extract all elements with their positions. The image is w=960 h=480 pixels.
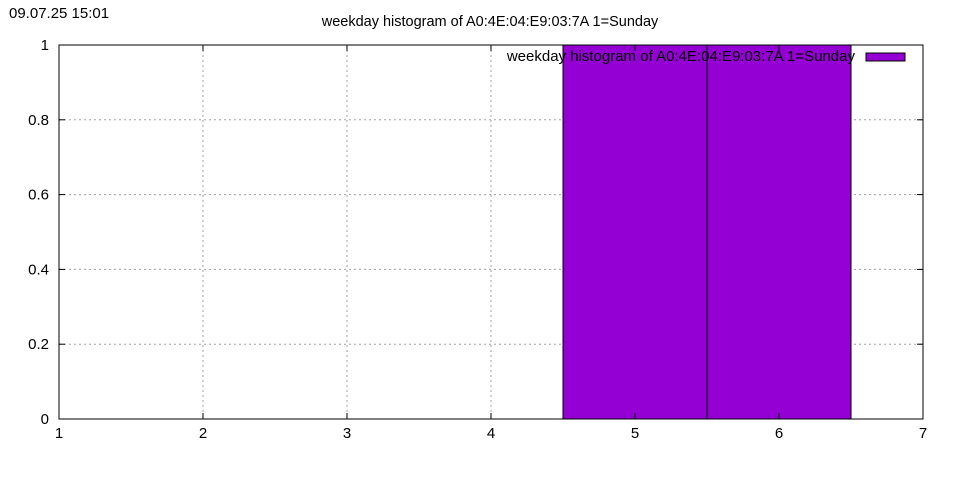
y-tick-label: 0 — [41, 411, 49, 428]
bars-group — [562, 44, 852, 420]
x-axis-ticks: 1 2 3 4 5 6 7 — [55, 45, 927, 442]
y-axis-ticks: 0 0.2 0.4 0.6 0.8 1 — [28, 37, 923, 428]
x-tick-label: 5 — [631, 425, 639, 442]
legend: weekday histogram of A0:4E:04:E9:03:7A 1… — [506, 48, 906, 65]
x-tick-label: 6 — [775, 425, 783, 442]
y-tick-label: 1 — [41, 37, 49, 54]
x-tick-label: 1 — [55, 425, 63, 442]
y-tick-label: 0.2 — [28, 336, 49, 353]
x-tick-label: 3 — [343, 425, 351, 442]
legend-label: weekday histogram of A0:4E:04:E9:03:7A 1… — [506, 48, 856, 65]
y-tick-label: 0.6 — [28, 187, 49, 204]
x-tick-label: 4 — [487, 425, 495, 442]
x-tick-label: 7 — [919, 425, 927, 442]
chart-title: weekday histogram of A0:4E:04:E9:03:7A 1… — [321, 14, 659, 30]
histogram-bar — [706, 44, 852, 420]
x-tick-label: 2 — [199, 425, 207, 442]
y-tick-label: 0.8 — [28, 112, 49, 129]
y-tick-label: 0.4 — [28, 261, 49, 278]
timestamp: 09.07.25 15:01 — [9, 5, 109, 22]
histogram-bar — [562, 44, 708, 420]
legend-swatch — [865, 52, 906, 62]
